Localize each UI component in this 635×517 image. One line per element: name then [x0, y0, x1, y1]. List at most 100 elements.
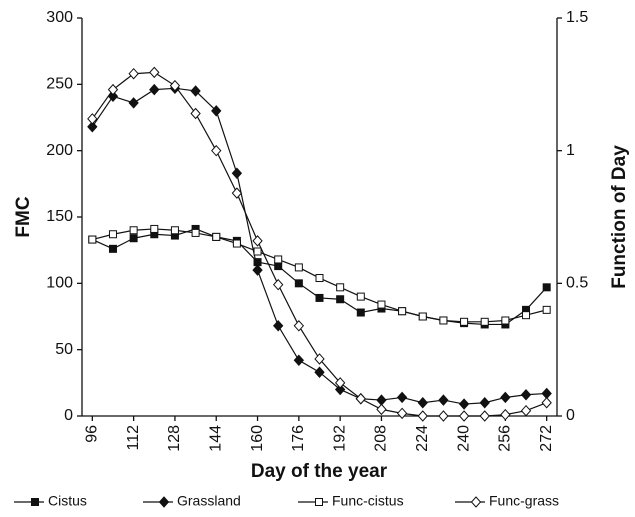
- x-tick-label: 144: [207, 425, 224, 452]
- marker: [334, 383, 346, 396]
- marker: [170, 226, 179, 235]
- marker: [376, 403, 387, 416]
- marker: [273, 278, 284, 291]
- marker: [541, 387, 552, 400]
- y2-axis-title: Function of Day: [609, 145, 630, 289]
- marker: [417, 410, 428, 422]
- marker: [88, 235, 97, 244]
- marker: [356, 292, 365, 301]
- marker: [541, 396, 552, 409]
- x-tick-label: 112: [125, 425, 142, 451]
- marker: [273, 320, 284, 332]
- y-tick-label: 100: [46, 275, 73, 292]
- legend-label: Func-cistus: [332, 493, 404, 509]
- x-tick-label: 176: [290, 425, 307, 452]
- marker: [314, 366, 325, 378]
- marker: [480, 317, 489, 326]
- marker: [418, 312, 427, 321]
- marker: [458, 398, 470, 410]
- marker: [376, 394, 387, 406]
- marker: [231, 167, 243, 179]
- marker: [520, 389, 532, 401]
- marker: [87, 121, 98, 133]
- x-tick-label: 256: [497, 425, 514, 452]
- marker: [274, 255, 283, 264]
- y-tick-label: 300: [46, 9, 73, 26]
- legend-label: Func-grass: [489, 493, 559, 509]
- marker: [460, 317, 469, 326]
- marker: [190, 85, 201, 97]
- marker: [293, 320, 305, 332]
- marker: [129, 234, 138, 243]
- x-tick-label: 192: [331, 425, 348, 452]
- y-axis-title: FMC: [13, 196, 34, 237]
- marker: [231, 187, 243, 199]
- marker: [150, 224, 159, 233]
- marker: [314, 353, 325, 365]
- marker: [355, 393, 366, 405]
- marker: [500, 391, 511, 404]
- marker: [293, 354, 305, 367]
- marker: [252, 235, 263, 247]
- marker: [396, 407, 408, 420]
- x-axis-title: Day of the year: [251, 461, 388, 482]
- marker: [336, 283, 345, 292]
- x-tick-label: 240: [455, 425, 472, 452]
- marker: [294, 279, 303, 288]
- marker: [108, 230, 117, 239]
- legend-marker: [470, 496, 482, 508]
- marker: [501, 316, 510, 325]
- marker: [458, 410, 470, 422]
- marker: [396, 391, 408, 404]
- marker: [417, 396, 428, 409]
- x-tick-label: 96: [84, 425, 101, 443]
- marker: [253, 247, 262, 256]
- marker: [212, 232, 221, 241]
- marker: [438, 394, 449, 406]
- marker: [128, 67, 139, 80]
- marker: [439, 316, 448, 325]
- x-tick-label: 128: [166, 425, 183, 452]
- marker: [274, 262, 283, 271]
- marker: [522, 311, 531, 320]
- marker: [377, 300, 386, 309]
- marker: [190, 107, 201, 120]
- marker: [315, 293, 324, 302]
- marker: [107, 83, 119, 96]
- legend-marker: [158, 496, 170, 508]
- marker: [149, 66, 160, 79]
- x-tick-label: 208: [373, 425, 390, 452]
- marker: [336, 295, 345, 304]
- x-tick-label: 272: [538, 425, 555, 452]
- x-tick-label: 224: [414, 425, 431, 452]
- marker: [356, 308, 365, 317]
- marker: [129, 226, 138, 235]
- marker: [169, 79, 181, 92]
- marker: [500, 408, 511, 421]
- marker: [315, 274, 324, 283]
- legend-marker: [315, 498, 323, 506]
- marker: [191, 228, 200, 237]
- marker: [479, 410, 490, 422]
- marker: [232, 239, 241, 248]
- y-tick-label: 0: [64, 407, 73, 424]
- legend-marker: [31, 498, 39, 506]
- marker: [398, 307, 407, 316]
- marker: [294, 263, 303, 272]
- y2-tick-label: 1: [566, 142, 575, 159]
- marker: [108, 244, 117, 253]
- marker: [438, 410, 449, 422]
- marker: [211, 144, 222, 157]
- marker: [479, 396, 490, 409]
- y2-tick-label: 0: [566, 407, 575, 424]
- y2-tick-label: 1.5: [566, 9, 588, 26]
- marker: [542, 283, 551, 292]
- marker: [211, 105, 222, 117]
- legend-label: Cistus: [48, 493, 87, 509]
- marker: [252, 264, 263, 276]
- marker: [149, 83, 160, 96]
- marker: [520, 404, 532, 417]
- marker: [87, 113, 98, 125]
- marker: [334, 377, 346, 389]
